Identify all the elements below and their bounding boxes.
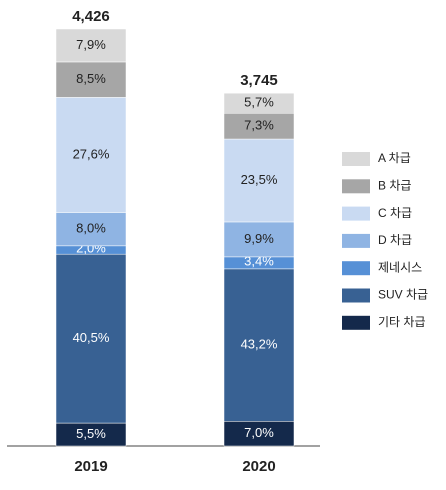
- legend-label: A 차급: [378, 151, 411, 165]
- value-label: 7,3%: [244, 118, 274, 133]
- bar-segment: [55, 212, 127, 247]
- bar-segment: [223, 268, 295, 422]
- x-tick-label: 2019: [74, 458, 107, 475]
- x-tick-label: 2020: [242, 458, 275, 475]
- legend-swatch: [342, 206, 370, 221]
- bar-segment: [55, 97, 127, 213]
- legend-label: C 차급: [378, 206, 412, 220]
- value-label: 7,0%: [244, 425, 274, 440]
- legend-label: 제네시스: [378, 260, 422, 274]
- legend-label: SUV 차급: [378, 288, 428, 302]
- value-label: 9,9%: [244, 231, 274, 246]
- value-label: 40,5%: [73, 330, 110, 345]
- legend-label: B 차급: [378, 178, 411, 192]
- bar-segment: [223, 92, 295, 114]
- total-label: 3,745: [240, 72, 278, 89]
- total-label: 4,426: [72, 8, 110, 25]
- bar-segment: [223, 421, 295, 447]
- value-label: 8,0%: [76, 221, 106, 236]
- bar-segment: [55, 28, 127, 63]
- legend-swatch: [342, 179, 370, 194]
- legend-label: D 차급: [378, 233, 412, 247]
- bar-segment: [223, 113, 295, 140]
- value-label: 23,5%: [241, 172, 278, 187]
- legend-swatch: [342, 233, 370, 248]
- bar-segment: [55, 253, 127, 424]
- value-label: 8,5%: [76, 71, 106, 86]
- value-label: 5,5%: [76, 426, 106, 441]
- value-label: 5,7%: [244, 95, 274, 110]
- value-label: 27,6%: [73, 146, 110, 161]
- bar-segment: [55, 61, 127, 98]
- value-label: 43,2%: [241, 337, 278, 352]
- legend-swatch: [342, 288, 370, 303]
- bar-segment: [223, 138, 295, 223]
- legend-swatch: [342, 261, 370, 276]
- legend-swatch: [342, 152, 370, 166]
- value-label: 7,9%: [76, 37, 106, 52]
- legend-swatch: [342, 315, 370, 330]
- legend-label: 기타 차급: [378, 315, 426, 329]
